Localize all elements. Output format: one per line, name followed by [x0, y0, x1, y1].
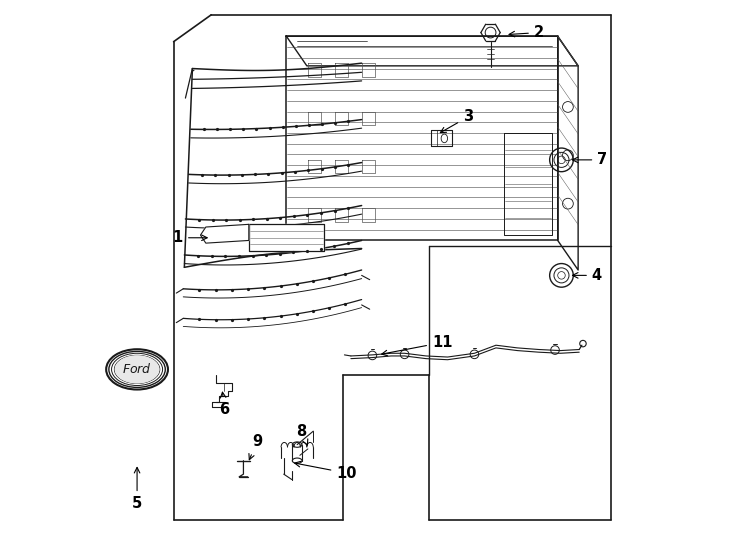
Text: 7: 7 — [573, 152, 607, 167]
Text: 9: 9 — [249, 434, 262, 460]
Text: 2: 2 — [509, 25, 544, 40]
Text: 8: 8 — [297, 424, 308, 445]
Text: 10: 10 — [294, 461, 357, 481]
Text: 5: 5 — [132, 468, 142, 511]
Text: 6: 6 — [219, 392, 230, 417]
Polygon shape — [200, 224, 249, 243]
Text: 11: 11 — [382, 335, 452, 356]
Text: 3: 3 — [440, 110, 473, 133]
Ellipse shape — [115, 356, 159, 383]
Text: 1: 1 — [172, 230, 207, 245]
Text: 4: 4 — [573, 268, 602, 283]
Polygon shape — [249, 224, 324, 251]
Text: $\mathit{Ford}$: $\mathit{Ford}$ — [122, 362, 152, 376]
